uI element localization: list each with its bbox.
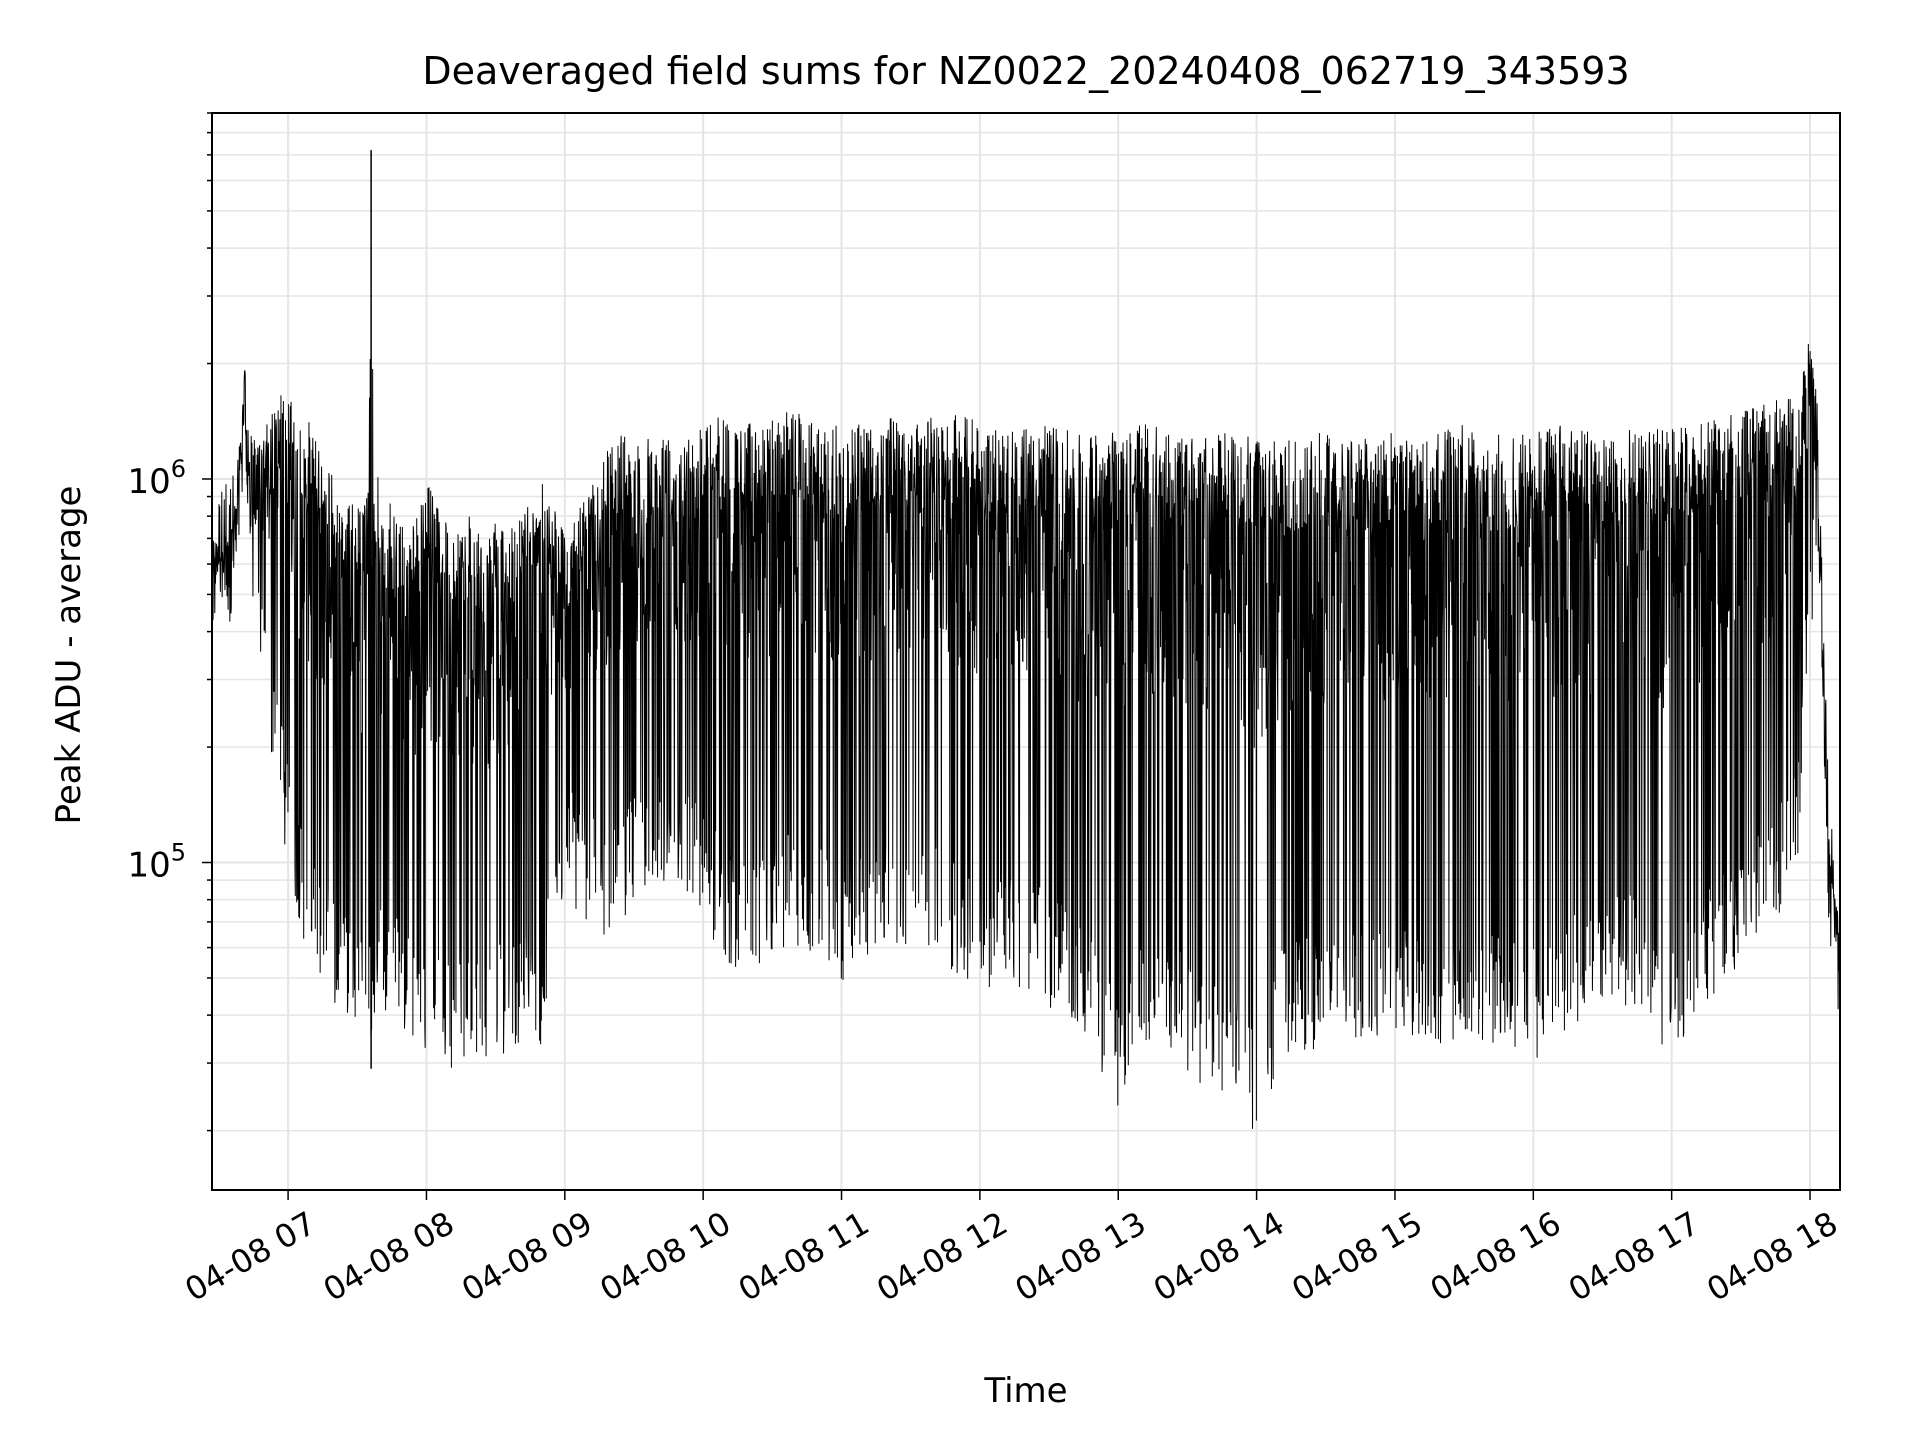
grid-lines <box>212 112 1840 1190</box>
x-axis-label: Time <box>983 1371 1067 1411</box>
plot-frame <box>211 112 1841 1191</box>
data-trace <box>211 150 1841 1129</box>
series-line <box>211 343 1841 1129</box>
chart-title: Deaveraged field sums for NZ0022_2024040… <box>422 49 1629 93</box>
y-tick-label: 106 <box>127 455 186 502</box>
y-axis-label: Peak ADU - average <box>49 486 89 825</box>
y-tick-label: 105 <box>127 839 186 886</box>
